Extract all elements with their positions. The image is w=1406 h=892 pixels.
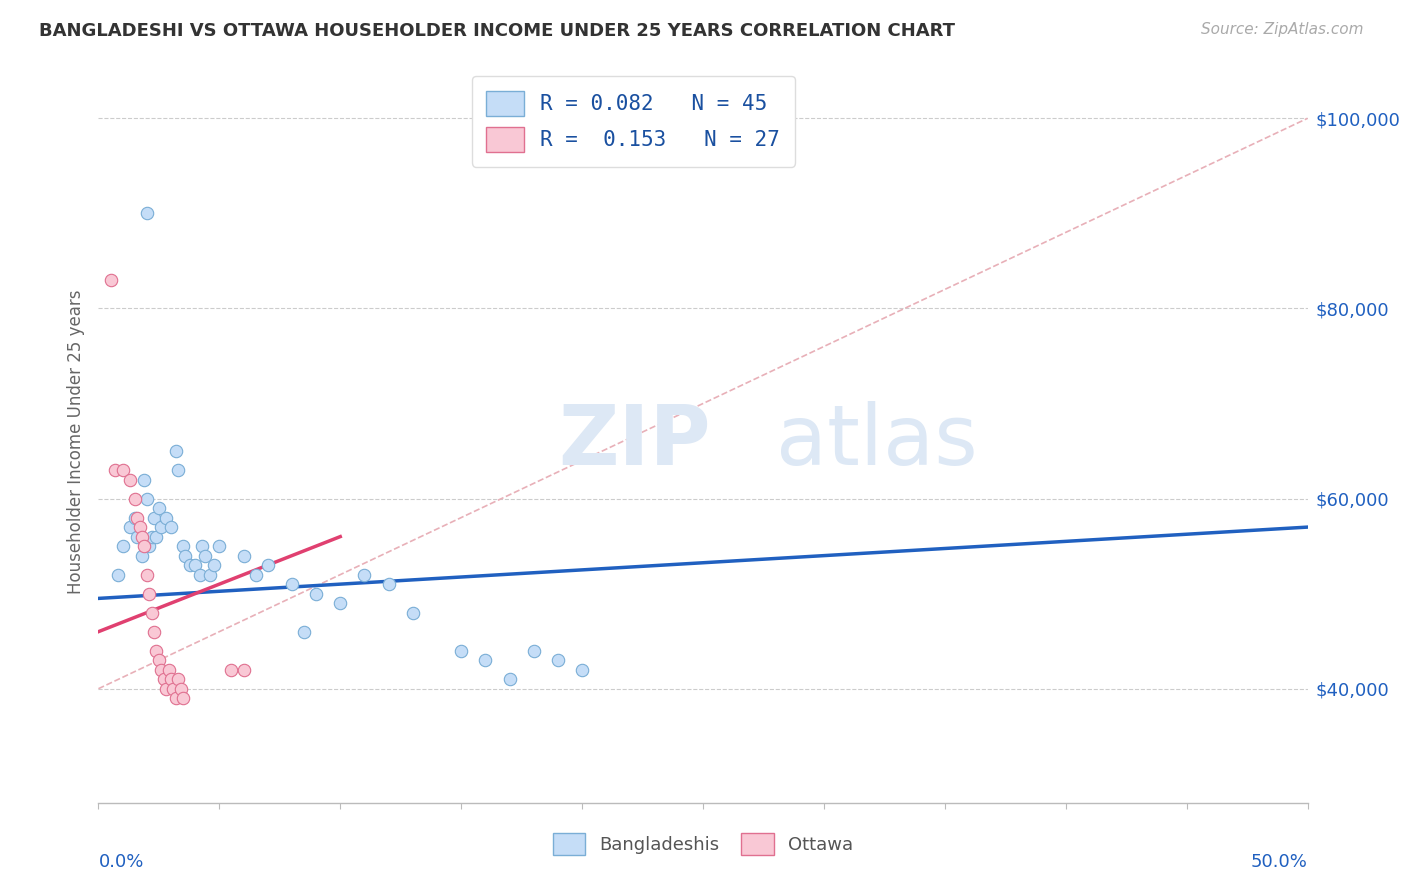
Point bbox=[148, 653, 170, 667]
Point bbox=[172, 691, 194, 706]
Point bbox=[131, 530, 153, 544]
Point bbox=[138, 539, 160, 553]
Point bbox=[571, 663, 593, 677]
Point bbox=[150, 520, 173, 534]
Point bbox=[204, 558, 226, 573]
Point bbox=[145, 643, 167, 657]
Point bbox=[135, 491, 157, 506]
Text: Source: ZipAtlas.com: Source: ZipAtlas.com bbox=[1201, 22, 1364, 37]
Point bbox=[127, 530, 149, 544]
Point bbox=[145, 530, 167, 544]
Point bbox=[128, 520, 150, 534]
Point bbox=[232, 549, 254, 563]
Legend: Bangladeshis, Ottawa: Bangladeshis, Ottawa bbox=[541, 822, 865, 866]
Point bbox=[169, 681, 191, 696]
Point bbox=[148, 501, 170, 516]
Point bbox=[191, 539, 214, 553]
Point bbox=[118, 520, 141, 534]
Point bbox=[141, 530, 163, 544]
Point bbox=[100, 273, 122, 287]
Point bbox=[134, 539, 156, 553]
Point bbox=[104, 463, 127, 477]
Point bbox=[155, 510, 177, 524]
Point bbox=[184, 558, 207, 573]
Point bbox=[138, 587, 160, 601]
Point bbox=[450, 643, 472, 657]
Point bbox=[135, 567, 157, 582]
Point bbox=[245, 567, 267, 582]
Point bbox=[155, 681, 177, 696]
Point bbox=[107, 567, 129, 582]
Point bbox=[150, 663, 173, 677]
Point bbox=[157, 663, 180, 677]
Point bbox=[292, 624, 315, 639]
Point bbox=[208, 539, 231, 553]
Text: BANGLADESHI VS OTTAWA HOUSEHOLDER INCOME UNDER 25 YEARS CORRELATION CHART: BANGLADESHI VS OTTAWA HOUSEHOLDER INCOME… bbox=[39, 22, 955, 40]
Point bbox=[194, 549, 217, 563]
Point bbox=[127, 510, 149, 524]
Point bbox=[152, 672, 174, 686]
Point bbox=[498, 672, 520, 686]
Point bbox=[198, 567, 221, 582]
Point bbox=[232, 663, 254, 677]
Point bbox=[143, 624, 166, 639]
Point bbox=[172, 539, 194, 553]
Point bbox=[165, 691, 187, 706]
Point bbox=[281, 577, 304, 591]
Point bbox=[353, 567, 375, 582]
Point bbox=[547, 653, 569, 667]
Point bbox=[131, 549, 153, 563]
Point bbox=[118, 473, 141, 487]
Text: atlas: atlas bbox=[776, 401, 977, 482]
Text: 50.0%: 50.0% bbox=[1251, 854, 1308, 871]
Point bbox=[305, 587, 328, 601]
Point bbox=[174, 549, 197, 563]
Point bbox=[111, 539, 134, 553]
Point bbox=[165, 444, 187, 458]
Point bbox=[143, 510, 166, 524]
Point bbox=[188, 567, 211, 582]
Point bbox=[523, 643, 546, 657]
Point bbox=[402, 606, 425, 620]
Point bbox=[141, 606, 163, 620]
Point bbox=[111, 463, 134, 477]
Point bbox=[167, 672, 190, 686]
Point bbox=[160, 520, 183, 534]
Point bbox=[474, 653, 496, 667]
Point bbox=[134, 473, 156, 487]
Y-axis label: Householder Income Under 25 years: Householder Income Under 25 years bbox=[66, 289, 84, 594]
Point bbox=[377, 577, 399, 591]
Point bbox=[179, 558, 201, 573]
Point bbox=[135, 206, 157, 220]
Point bbox=[124, 491, 146, 506]
Text: 0.0%: 0.0% bbox=[98, 854, 143, 871]
Point bbox=[329, 596, 352, 610]
Point bbox=[162, 681, 184, 696]
Text: ZIP: ZIP bbox=[558, 401, 710, 482]
Point bbox=[256, 558, 278, 573]
Point bbox=[221, 663, 243, 677]
Point bbox=[167, 463, 190, 477]
Point bbox=[124, 510, 146, 524]
Point bbox=[160, 672, 183, 686]
